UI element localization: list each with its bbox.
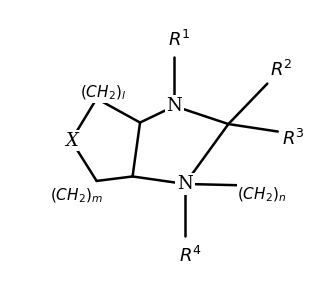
Text: N: N <box>177 175 193 193</box>
Text: $(CH_2)_n$: $(CH_2)_n$ <box>237 185 287 204</box>
Text: $R^2$: $R^2$ <box>270 60 293 80</box>
Text: N: N <box>166 97 182 115</box>
Text: X: X <box>65 131 77 149</box>
Text: $R^3$: $R^3$ <box>282 129 305 149</box>
Text: $(CH_2)_m$: $(CH_2)_m$ <box>50 187 103 205</box>
Text: $R^4$: $R^4$ <box>179 246 202 266</box>
Text: $R^1$: $R^1$ <box>168 30 191 50</box>
Text: $(CH_2)_l$: $(CH_2)_l$ <box>80 83 126 102</box>
